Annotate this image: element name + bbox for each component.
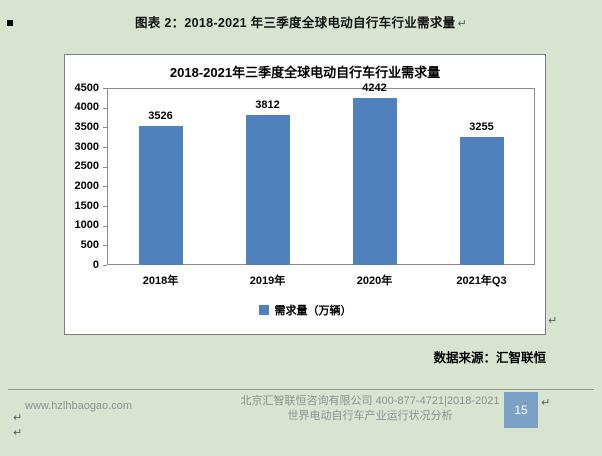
footer-company-info: 北京汇智联恒咨询有限公司 400-877-4721|2018-2021 世界电动… [205, 394, 535, 424]
y-axis-tick-label: 1500 [74, 199, 99, 212]
y-axis-tick-label: 3000 [74, 140, 99, 153]
x-axis-label: 2021年Q3 [456, 275, 507, 287]
bar-value-label: 3255 [469, 120, 494, 133]
page-number-badge: 15 [504, 392, 538, 428]
legend-swatch-icon [258, 305, 269, 315]
footer-company-line2: 世界电动自行车产业运行状况分析 [287, 410, 453, 422]
y-axis-tick [103, 265, 107, 266]
figure-caption-text: 图表 2：2018-2021 年三季度全球电动自行车行业需求量 [134, 16, 456, 30]
chart-legend: 需求量（万辆） [65, 302, 545, 318]
line-break-icon: ↵ [13, 427, 23, 439]
y-axis-tick [103, 166, 107, 168]
y-axis-tick-label: 3500 [74, 120, 99, 133]
line-break-icon: ↵ [548, 315, 558, 327]
y-axis-tick [103, 225, 107, 227]
bar-value-label: 3526 [148, 110, 173, 123]
y-axis-tick-label: 4000 [74, 101, 99, 114]
line-break-icon: ↵ [457, 18, 467, 30]
y-axis-tick-label: 500 [80, 238, 99, 251]
data-source-note: 数据来源：汇智联恒 [433, 351, 546, 365]
y-axis-tick-label: 4500 [74, 81, 99, 94]
x-axis-label: 2018年 [142, 275, 179, 287]
footer-website-link[interactable]: www.hzlhbaogao.com [25, 400, 133, 412]
bar [245, 115, 290, 265]
bar [138, 126, 183, 265]
y-axis-tick [103, 107, 107, 109]
footer-company-line1: 北京汇智联恒咨询有限公司 400-877-4721|2018-2021 [240, 395, 500, 407]
footer-divider [8, 389, 594, 390]
y-axis-tick [103, 206, 107, 207]
y-axis-tick [103, 245, 107, 247]
y-axis-tick-label: 1000 [74, 219, 99, 232]
x-axis-label: 2020年 [356, 275, 393, 287]
bar [459, 136, 504, 265]
y-axis-tick [103, 186, 107, 188]
chart-title: 2018-2021年三季度全球电动自行车行业需求量 [169, 65, 441, 80]
y-axis-tick [103, 88, 107, 89]
y-axis-tick [103, 147, 107, 148]
list-bullet-icon [7, 20, 13, 26]
line-break-icon: ↵ [541, 397, 551, 409]
y-axis-tick [103, 127, 107, 129]
line-break-icon: ↵ [13, 412, 23, 424]
bar [352, 98, 397, 265]
bar-value-label: 4242 [362, 82, 387, 95]
y-axis-tick-label: 0 [92, 258, 99, 271]
y-axis-tick-label: 2500 [74, 160, 99, 173]
legend-label: 需求量（万辆） [274, 305, 352, 317]
y-axis-tick-label: 2000 [74, 179, 99, 192]
figure-caption: 图表 2：2018-2021 年三季度全球电动自行车行业需求量 ↵ [0, 12, 602, 31]
x-axis-label: 2019年 [249, 275, 286, 287]
chart-figure: 2018-2021年三季度全球电动自行车行业需求量 需求量（万辆） 0 500 10… [64, 54, 546, 335]
bar-value-label: 3812 [255, 99, 280, 112]
